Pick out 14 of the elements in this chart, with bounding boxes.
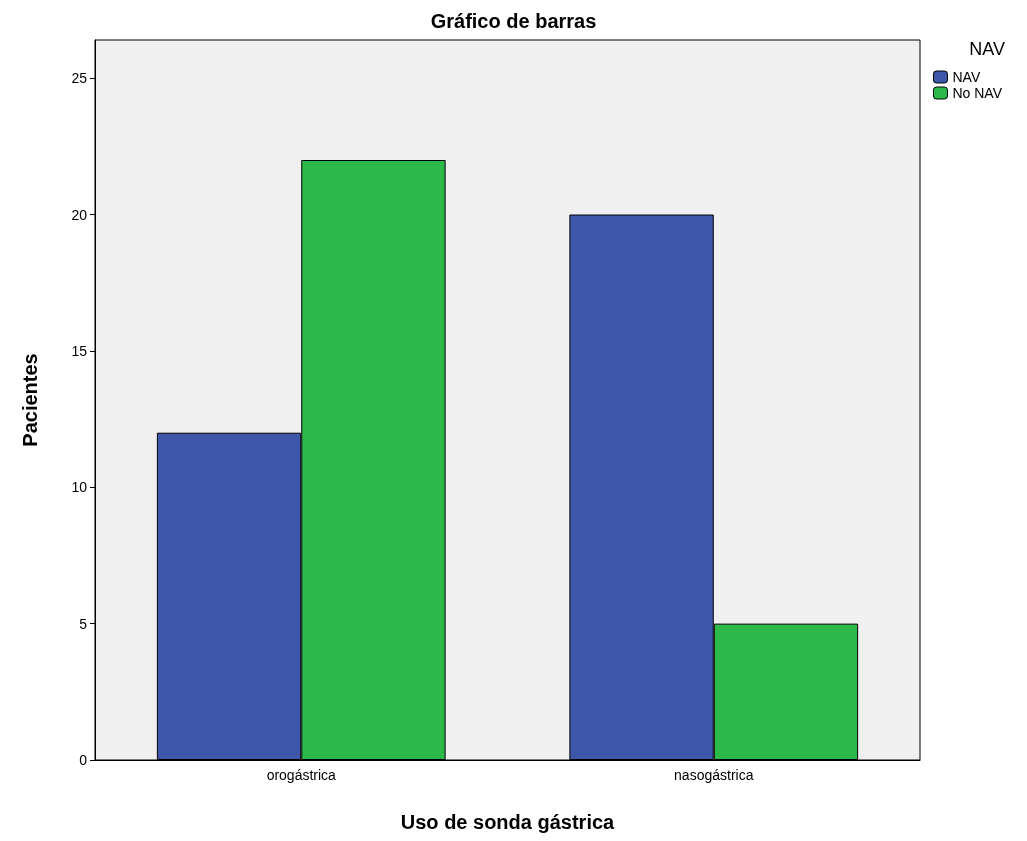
x-axis-title: Uso de sonda gástrica	[400, 811, 616, 833]
legend-title: NAV	[969, 39, 1006, 59]
y-tick-label: 10	[71, 479, 88, 496]
y-tick-label: 15	[71, 342, 88, 359]
legend-label: No NAV	[952, 85, 1003, 101]
legend-label: NAV	[952, 69, 981, 85]
chart-title: Gráfico de barras	[430, 10, 597, 32]
y-tick-label: 0	[79, 752, 88, 768]
x-tick-label: orogástrica	[266, 767, 337, 783]
y-tick-label: 20	[71, 206, 88, 223]
x-tick-label: nasogástrica	[674, 767, 754, 783]
y-tick-label: 25	[71, 70, 88, 87]
y-tick-label: 5	[79, 615, 88, 632]
y-axis-title: Pacientes	[19, 353, 41, 447]
